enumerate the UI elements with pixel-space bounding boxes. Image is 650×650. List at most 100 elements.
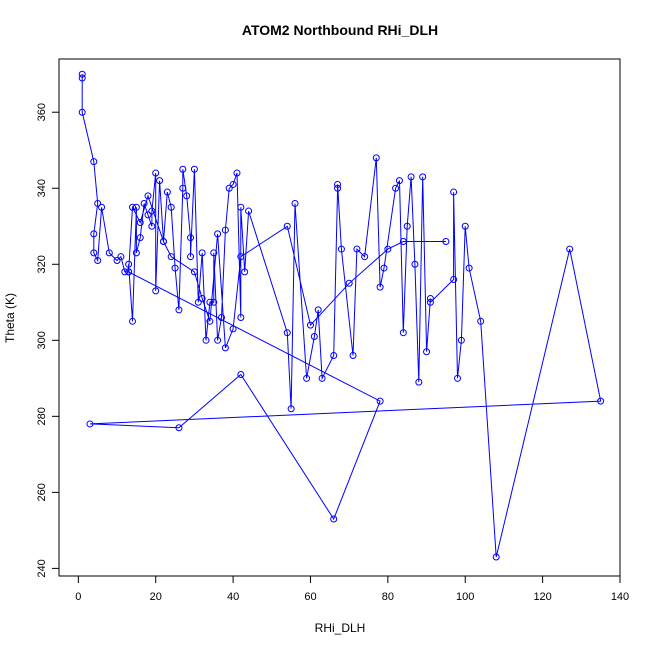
x-tick-label: 40 (227, 591, 239, 603)
y-tick-label: 360 (36, 103, 48, 121)
data-point (426, 294, 434, 302)
data-point (159, 237, 167, 245)
data-point (136, 234, 144, 242)
data-point (217, 314, 225, 321)
data-point (152, 287, 160, 295)
data-point (372, 154, 380, 162)
x-axis-label: RHi_DLH (315, 621, 366, 635)
data-point (167, 253, 175, 261)
data-point (171, 264, 179, 272)
y-axis: 240 260 280 300 320 340 360 (36, 103, 60, 578)
data-point (78, 74, 86, 82)
data-point (144, 192, 152, 200)
data-point (353, 245, 361, 253)
data-point (334, 184, 342, 192)
data-point (407, 173, 415, 181)
data-point (330, 515, 338, 523)
data-point (105, 249, 113, 257)
data-point (187, 253, 195, 261)
data-point (399, 237, 407, 245)
data-point (380, 264, 388, 272)
data-point (175, 306, 183, 314)
data-point (392, 184, 400, 192)
x-tick-label: 120 (533, 591, 551, 603)
data-point (241, 268, 249, 276)
data-point (597, 397, 605, 405)
data-point (376, 283, 384, 291)
data-point (98, 203, 106, 211)
data-point (202, 336, 210, 344)
x-axis: 0 20 40 60 80 100 120 140 (75, 575, 629, 603)
data-point (190, 268, 198, 276)
x-tick-label: 20 (150, 591, 162, 603)
data-point (225, 184, 233, 192)
data-point (291, 199, 299, 207)
x-tick-label: 100 (456, 591, 474, 603)
data-point (229, 180, 237, 188)
data-point (90, 249, 98, 257)
x-tick-label: 140 (611, 591, 629, 603)
data-point (395, 177, 403, 185)
data-point (136, 218, 144, 226)
data-point (442, 237, 450, 245)
data-point (90, 230, 98, 238)
x-tick-label: 80 (382, 591, 394, 603)
data-point (457, 336, 465, 344)
data-point (132, 203, 140, 211)
data-point (314, 306, 322, 314)
chart-title: ATOM2 Northbound RHi_DLH (242, 22, 438, 38)
data-point (361, 253, 369, 261)
data-point (214, 230, 222, 238)
data-point (210, 249, 218, 257)
data-point (117, 253, 125, 261)
data-point (450, 275, 458, 283)
data-point (403, 222, 411, 230)
y-tick-label: 260 (36, 483, 48, 501)
data-point (454, 374, 462, 382)
data-point (140, 199, 148, 207)
data-point (78, 108, 86, 116)
data-point (163, 188, 171, 196)
data-point (198, 249, 206, 257)
data-point (125, 260, 133, 268)
data-point (78, 70, 86, 78)
series-line (81, 74, 602, 558)
data-point (179, 165, 187, 173)
data-point (210, 298, 218, 306)
data-point (419, 173, 427, 181)
data-point (121, 268, 129, 276)
data-point (334, 180, 342, 188)
data-point (183, 192, 191, 200)
data-point (450, 188, 458, 196)
y-tick-label: 240 (36, 559, 48, 577)
data-point (337, 245, 345, 253)
data-point (318, 374, 326, 382)
data-point (175, 424, 183, 432)
data-point (190, 165, 198, 173)
plot-frame (58, 58, 621, 577)
data-point (194, 298, 202, 306)
data-point (306, 321, 314, 329)
data-series (78, 70, 605, 561)
data-point (349, 352, 357, 360)
data-point (148, 207, 156, 215)
data-point (330, 352, 338, 360)
data-point (283, 222, 291, 230)
data-point (90, 158, 98, 166)
data-point (152, 169, 160, 177)
data-point (86, 420, 94, 428)
data-point (132, 249, 140, 257)
y-tick-label: 280 (36, 407, 48, 425)
data-point (384, 245, 392, 253)
y-tick-label: 320 (36, 255, 48, 273)
data-point (477, 317, 485, 325)
data-point (237, 253, 245, 261)
data-point (376, 397, 384, 405)
data-point (465, 264, 473, 272)
data-point (179, 184, 187, 192)
data-point (411, 260, 419, 268)
data-point (415, 378, 423, 386)
data-point (566, 245, 574, 253)
data-point (426, 298, 434, 306)
